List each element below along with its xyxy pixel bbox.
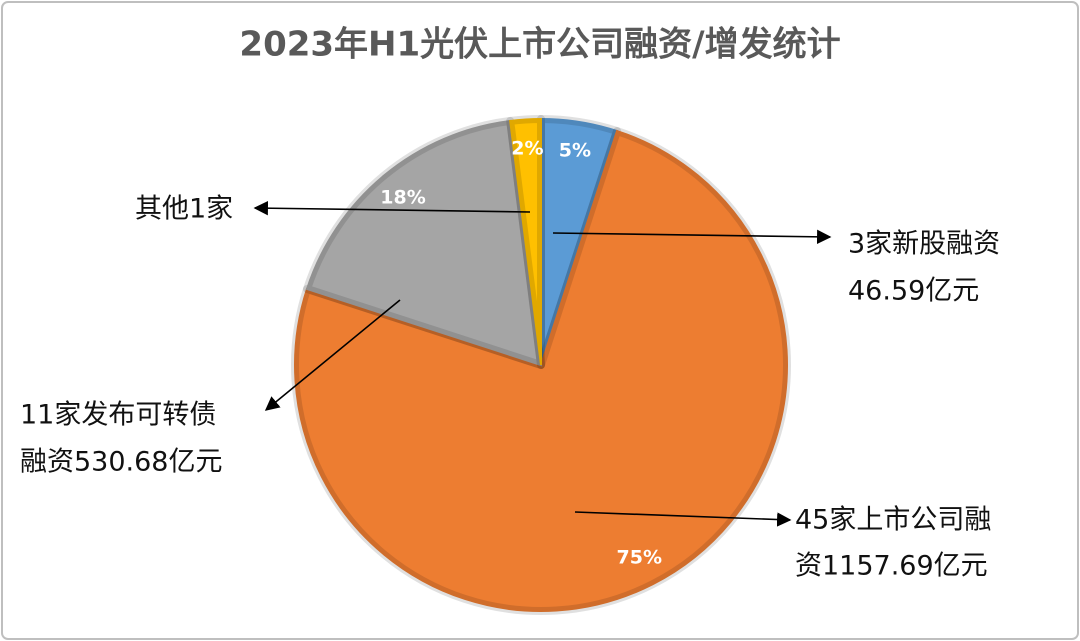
slice-border xyxy=(303,116,545,369)
annotation-arrow xyxy=(264,299,401,411)
data-label: 75% xyxy=(617,546,662,568)
annotation: 其他1家 xyxy=(135,194,233,225)
chart-title: 2023年H1光伏上市公司融资/增发统计 xyxy=(239,25,840,65)
slice-border xyxy=(506,115,545,369)
annotation: 融资530.68亿元 xyxy=(20,447,222,478)
annotation: 11家发布可转债 xyxy=(20,400,216,431)
pie-slice xyxy=(305,119,543,367)
pie-slice xyxy=(294,129,788,612)
pie-slice xyxy=(509,117,542,366)
data-label: 18% xyxy=(380,187,425,209)
annotation-arrow xyxy=(552,229,832,245)
pie xyxy=(291,115,791,615)
annotation-arrow xyxy=(253,200,531,216)
annotation: 45家上市公司融 xyxy=(795,505,991,536)
slice-border xyxy=(291,127,791,615)
annotation: 资1157.69亿元 xyxy=(795,551,988,582)
annotation: 46.59亿元 xyxy=(848,276,979,307)
annotation-arrow xyxy=(574,511,792,527)
data-label: 5% xyxy=(559,140,591,162)
data-label: 2% xyxy=(511,137,543,159)
annotation: 3家新股融资 xyxy=(848,229,1000,260)
